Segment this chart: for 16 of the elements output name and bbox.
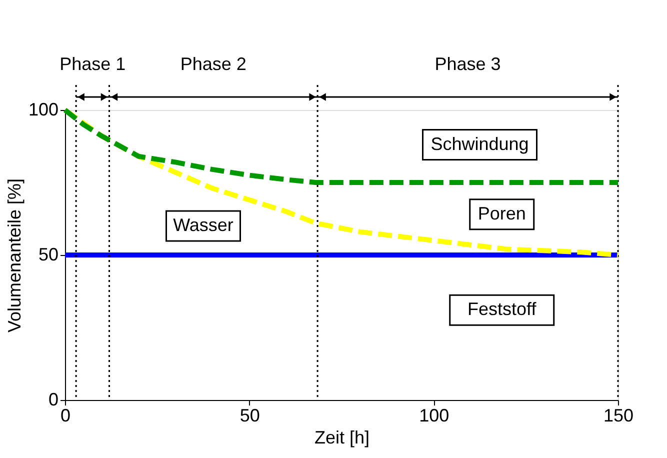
annotation: Wasser xyxy=(173,215,234,235)
text: Phase 3 xyxy=(434,54,501,74)
y-tick-label: 0 xyxy=(48,390,58,410)
annotation: Schwindung xyxy=(430,134,529,154)
x-tick-label: 0 xyxy=(60,406,71,426)
y-axis-title: Volumenanteile [%] xyxy=(4,178,24,333)
x-axis-title: Zeit [h] xyxy=(314,428,370,448)
annotation: Poren xyxy=(478,203,526,224)
y-tick-label: 100 xyxy=(28,100,58,120)
x-tick-label: 150 xyxy=(603,406,634,426)
text: Phase 2 xyxy=(180,54,246,74)
annotation: Feststoff xyxy=(468,299,538,320)
x-tick-label: 100 xyxy=(419,406,450,426)
y-tick-label: 50 xyxy=(38,244,58,264)
text: Phase 1 xyxy=(60,54,126,74)
x-tick-label: 50 xyxy=(240,406,260,426)
